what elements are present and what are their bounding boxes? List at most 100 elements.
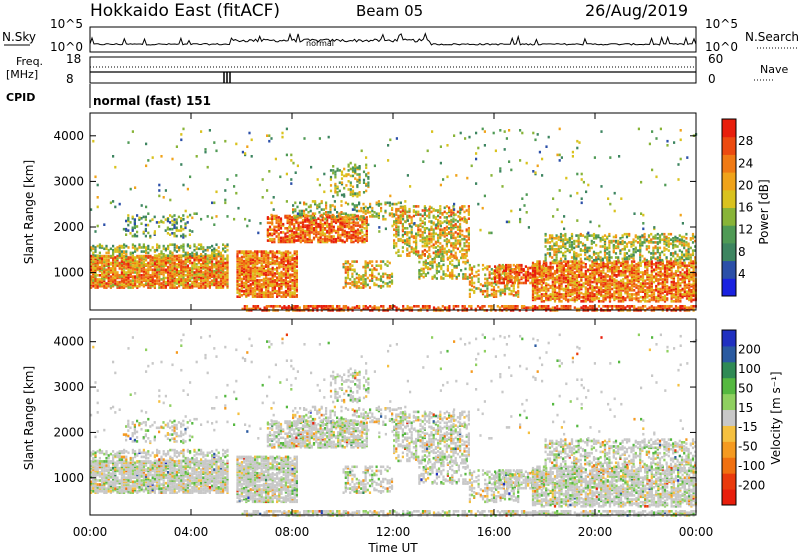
power-cell: [300, 209, 303, 213]
power-cell: [251, 265, 254, 268]
power-cell: [375, 268, 378, 272]
power-cell: [692, 307, 695, 311]
power-cell: [265, 276, 268, 279]
power-cell: [125, 282, 128, 285]
power-cell: [258, 279, 261, 282]
power-cell: [171, 243, 174, 246]
power-cell: [226, 265, 229, 269]
power-cell: [245, 262, 248, 266]
power-cell: [105, 246, 108, 249]
power-cell: [243, 261, 246, 264]
power-cell: [463, 244, 466, 248]
power-cell: [178, 248, 181, 252]
power-cell: [153, 256, 156, 259]
power-cell: [496, 280, 499, 283]
power-cell: [560, 295, 563, 299]
power-cell: [222, 272, 225, 276]
power-cell: [437, 209, 440, 212]
power-cell: [114, 283, 117, 287]
power-cell: [442, 270, 445, 273]
power-cell: [473, 281, 476, 285]
power-cell: [468, 288, 471, 292]
power-cell: [362, 170, 366, 174]
power-cell: [245, 288, 248, 292]
power-cell: [151, 278, 154, 281]
power-cell: [408, 231, 411, 234]
power-cell: [452, 227, 455, 230]
power-cell: [569, 264, 572, 267]
power-cell: [195, 268, 198, 272]
power-cell: [127, 246, 130, 249]
power-cell: [304, 218, 307, 222]
power-cell: [538, 294, 541, 298]
power-cell: [481, 289, 485, 293]
power-cell: [262, 291, 265, 294]
power-cell: [131, 268, 134, 272]
power-cell: [461, 307, 464, 311]
power-cell: [295, 295, 298, 298]
power-cell: [498, 273, 501, 277]
power-cell: [182, 268, 185, 272]
power-cell: [415, 240, 418, 244]
power-cell: [173, 267, 176, 270]
power-cell: [193, 267, 196, 270]
power-cell: [271, 295, 274, 298]
power-cell: [282, 265, 285, 268]
power-cell: [236, 266, 239, 270]
power-cell: [204, 284, 207, 288]
power-cell: [567, 291, 570, 295]
power-cell: [364, 209, 367, 213]
power-cell: [162, 247, 165, 251]
power-cell: [238, 276, 241, 279]
power-cell: [265, 292, 268, 296]
power-cell: [558, 264, 561, 267]
power-cell: [262, 284, 265, 288]
power-cell: [123, 265, 126, 269]
power-cell: [329, 205, 332, 209]
power-cell: [273, 254, 276, 257]
power-cell: [332, 195, 335, 198]
power-cell: [240, 258, 243, 262]
power-cell: [188, 229, 191, 232]
power-cell: [206, 283, 209, 287]
power-cell: [321, 228, 324, 231]
power-cell: [295, 272, 298, 275]
power-cell: [125, 276, 128, 280]
power-cell: [103, 260, 106, 263]
power-cell: [668, 306, 671, 309]
power-cell: [450, 253, 453, 256]
power-cell: [280, 258, 283, 262]
power-cell: [358, 209, 361, 213]
power-cell: [211, 256, 214, 259]
power-cell: [219, 254, 222, 257]
power-cell: [451, 269, 454, 272]
power-cell: [344, 268, 347, 272]
power-cell: [364, 280, 367, 284]
power-cell: [101, 256, 104, 259]
power-cell: [273, 237, 276, 241]
power-cell: [294, 306, 297, 309]
power-cell: [420, 269, 423, 272]
power-cell: [388, 212, 391, 215]
power-cell: [353, 260, 356, 263]
power-cell: [454, 222, 457, 226]
power-cell: [127, 269, 130, 273]
power-cell: [564, 274, 568, 277]
power-cell: [371, 206, 374, 210]
power-cell: [142, 246, 145, 249]
power-cell: [178, 275, 181, 278]
power-cell: [167, 276, 170, 280]
power-cell: [127, 280, 130, 284]
power-cell: [430, 240, 433, 244]
power-cell: [465, 307, 469, 311]
power-cell: [105, 244, 108, 248]
power-cell: [138, 283, 141, 287]
power-cell: [318, 205, 321, 209]
power-cell: [410, 221, 413, 225]
power-cell: [222, 248, 225, 252]
power-cell: [562, 306, 565, 309]
power-cell: [293, 227, 296, 230]
power-cell: [461, 247, 464, 251]
power-cell: [226, 274, 229, 277]
power-cell: [178, 264, 181, 267]
